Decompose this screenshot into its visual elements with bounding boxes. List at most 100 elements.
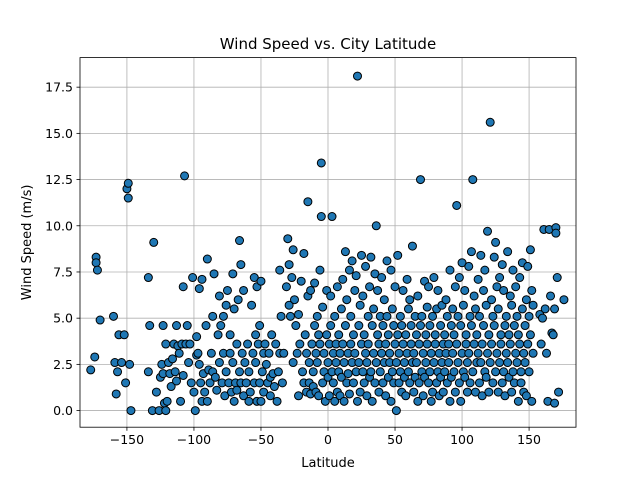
data-point (386, 265, 396, 275)
data-point (176, 396, 186, 406)
data-point (206, 348, 216, 358)
data-point (213, 330, 223, 340)
data-point (292, 348, 302, 358)
data-point (188, 273, 198, 283)
data-point (232, 385, 242, 395)
data-point (197, 274, 207, 284)
data-point (398, 285, 408, 295)
data-point (202, 396, 212, 406)
data-point (239, 391, 249, 401)
data-point (228, 269, 238, 279)
data-point (184, 358, 194, 368)
data-point (489, 252, 499, 262)
data-point (113, 367, 123, 377)
data-point (428, 311, 438, 321)
data-point (359, 378, 369, 388)
data-point (387, 367, 397, 377)
data-point (354, 358, 364, 368)
data-point (414, 378, 424, 388)
data-point (332, 282, 342, 292)
data-point (251, 330, 261, 340)
data-point (359, 330, 369, 340)
data-point (319, 348, 329, 358)
data-point (469, 339, 479, 349)
data-point (429, 273, 439, 283)
data-point (493, 387, 503, 397)
data-point (318, 302, 328, 312)
data-point (210, 372, 220, 382)
data-point (507, 300, 517, 310)
data-point (441, 295, 451, 305)
data-point (352, 396, 362, 406)
data-point (237, 348, 247, 358)
x-tick-label: 100 (450, 432, 474, 447)
data-point (225, 348, 235, 358)
data-point (503, 358, 513, 368)
data-point (381, 339, 391, 349)
data-point (488, 378, 498, 388)
data-point (190, 406, 200, 416)
data-point (407, 241, 417, 251)
data-point (255, 321, 265, 331)
data-point (326, 291, 336, 301)
y-tick-label: 5.0 (53, 311, 73, 326)
data-point (178, 282, 188, 292)
x-tick-label: 150 (517, 432, 541, 447)
data-point (161, 339, 171, 349)
data-point (312, 358, 322, 368)
data-point (460, 285, 470, 295)
data-point (520, 358, 530, 368)
data-point (276, 311, 286, 321)
data-point (339, 358, 349, 368)
data-point (512, 358, 522, 368)
data-point (298, 367, 308, 377)
data-point (487, 339, 497, 349)
data-point (347, 256, 357, 266)
data-point (484, 330, 494, 340)
data-point (194, 359, 204, 369)
data-point (440, 330, 450, 340)
y-axis: 0.0 2.5 5.0 7.5 10.0 12.5 15.0 17.5 (45, 80, 80, 418)
data-point (216, 321, 226, 331)
data-point (326, 321, 336, 331)
data-point (483, 226, 493, 236)
data-point (233, 295, 243, 305)
data-point (121, 378, 131, 388)
data-point (310, 278, 320, 288)
data-point (247, 300, 257, 310)
data-point (205, 378, 215, 388)
chart-title: Wind Speed vs. City Latitude (220, 35, 436, 53)
data-point (453, 358, 463, 368)
data-point (401, 391, 411, 401)
data-point (371, 358, 381, 368)
data-point (481, 300, 491, 310)
data-point (241, 378, 251, 388)
data-point (422, 302, 432, 312)
data-point (517, 304, 527, 314)
data-point (559, 295, 569, 305)
data-point (491, 237, 501, 247)
data-point (267, 330, 277, 340)
data-point (462, 387, 472, 397)
data-point (196, 378, 206, 388)
data-point (143, 273, 153, 283)
data-point (311, 348, 321, 358)
data-point (312, 311, 322, 321)
data-point (350, 285, 360, 295)
data-point (521, 295, 531, 305)
data-point (348, 330, 358, 340)
y-tick-label: 17.5 (45, 80, 73, 95)
data-point (507, 387, 517, 397)
data-point (421, 358, 431, 368)
data-point (469, 291, 479, 301)
data-point (328, 378, 338, 388)
data-point (240, 358, 250, 368)
data-point (485, 117, 495, 127)
data-point (151, 387, 161, 397)
data-point (425, 321, 435, 331)
data-point (548, 330, 558, 340)
data-point (185, 339, 195, 349)
grid (80, 57, 576, 428)
data-point (516, 378, 526, 388)
data-point (524, 367, 534, 377)
